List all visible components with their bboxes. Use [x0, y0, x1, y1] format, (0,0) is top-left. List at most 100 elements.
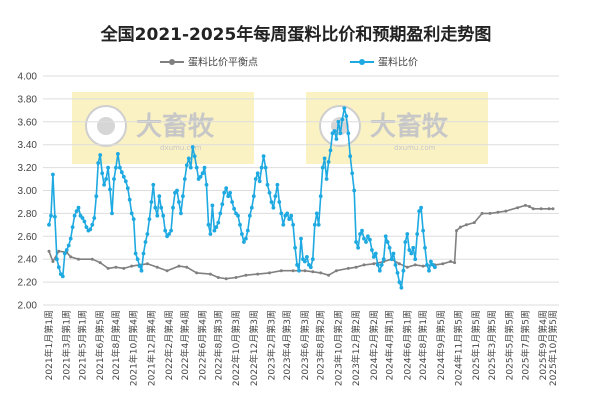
data-point	[399, 285, 404, 290]
data-point	[322, 156, 327, 161]
data-point	[194, 165, 199, 170]
data-point	[441, 262, 445, 266]
data-point	[169, 228, 174, 233]
data-point	[299, 236, 303, 241]
data-point	[350, 171, 355, 176]
data-point	[56, 265, 61, 270]
data-point	[159, 205, 164, 210]
data-point	[453, 261, 457, 265]
data-point	[385, 240, 390, 244]
data-point	[366, 234, 370, 239]
data-point	[344, 114, 349, 118]
watermark-subtext: dxumu.com	[160, 144, 202, 152]
data-point	[190, 145, 195, 149]
x-tick-label: 2021年1月第1周	[43, 310, 55, 380]
data-point	[98, 153, 103, 157]
data-point	[379, 263, 384, 267]
legend: 蛋料比价平衡点 蛋料比价	[160, 56, 418, 69]
watermark-1: 大畜牧 dxumu.com	[72, 92, 254, 164]
data-point	[334, 137, 339, 141]
data-point	[336, 119, 341, 124]
x-tick-label: 2023年2月第3周	[265, 310, 277, 380]
data-point	[259, 165, 264, 170]
data-point	[122, 266, 126, 270]
data-point	[381, 257, 386, 262]
chart-title: 全国2021-2025年每周蛋料比价和预期盈利走势图	[100, 24, 492, 45]
data-point	[57, 249, 61, 253]
x-tick-label: 2023年6月第3周	[299, 310, 311, 380]
data-point	[62, 251, 67, 256]
x-tick-label: 2022年4月第4周	[179, 310, 191, 380]
data-point	[177, 200, 181, 204]
y-tick-label: 4.00	[18, 72, 38, 83]
data-point	[179, 211, 183, 216]
data-point	[74, 209, 79, 214]
data-point	[256, 272, 260, 276]
data-point	[397, 280, 402, 284]
data-point	[202, 165, 207, 170]
data-point	[472, 221, 476, 225]
data-point	[267, 190, 272, 195]
data-point	[226, 194, 231, 199]
data-point	[373, 251, 378, 256]
legend-label-1: 蛋料比价平衡点	[188, 56, 258, 69]
data-point	[70, 225, 75, 230]
data-point	[121, 174, 126, 179]
data-point	[312, 222, 317, 227]
x-tick-label: 2021年5月第1周	[76, 310, 88, 380]
data-point	[263, 165, 268, 170]
data-point	[397, 262, 401, 266]
data-point	[326, 160, 331, 164]
data-point	[100, 171, 105, 176]
data-point	[238, 222, 242, 227]
data-point	[88, 227, 93, 232]
x-tick-label: 2021年3月第1周	[61, 310, 73, 380]
data-point	[224, 277, 228, 281]
y-tick-label: 3.60	[18, 117, 38, 128]
x-tick-label: 2023年8月第2周	[315, 310, 327, 380]
data-point	[55, 257, 59, 262]
data-point	[279, 269, 283, 273]
data-point	[135, 257, 140, 262]
data-point	[147, 217, 152, 222]
data-point	[220, 202, 225, 207]
data-point	[90, 222, 95, 227]
data-point	[51, 260, 55, 263]
data-point	[228, 190, 233, 195]
data-point	[342, 106, 347, 110]
data-point	[455, 229, 458, 233]
data-point	[348, 154, 353, 159]
x-tick-label: 2024年11月第5周	[453, 310, 465, 386]
data-point	[125, 186, 130, 191]
x-tick-label: 2022年8月第3周	[212, 310, 224, 380]
watermark-logo-inner-icon	[97, 117, 115, 135]
watermark-text: 大畜牧	[370, 111, 449, 142]
data-point	[200, 171, 205, 176]
x-tick-label: 2023年12月第2周	[350, 310, 362, 386]
x-tick-label: 2021年12月第4周	[145, 310, 157, 386]
data-point	[354, 240, 358, 244]
data-point	[208, 232, 213, 236]
data-point	[459, 225, 462, 229]
watermarks: 大畜牧 dxumu.com 大畜牧 dxumu.com	[72, 92, 488, 164]
data-point	[181, 194, 185, 199]
data-point	[356, 245, 360, 250]
data-point	[51, 172, 55, 177]
data-point	[271, 205, 276, 210]
data-point	[346, 131, 351, 136]
data-point	[177, 264, 181, 268]
data-point	[149, 200, 154, 204]
data-point	[496, 210, 500, 214]
x-tick-label: 2023年4月第3周	[281, 310, 293, 380]
x-tick-label: 2025年1月第5周	[470, 310, 482, 380]
data-point	[547, 207, 551, 211]
data-point	[287, 217, 292, 222]
data-point	[303, 269, 307, 273]
data-point	[155, 213, 160, 218]
data-point	[240, 232, 244, 236]
data-point	[368, 237, 372, 242]
data-point	[249, 205, 254, 210]
data-point	[527, 205, 531, 208]
data-point	[320, 165, 325, 170]
